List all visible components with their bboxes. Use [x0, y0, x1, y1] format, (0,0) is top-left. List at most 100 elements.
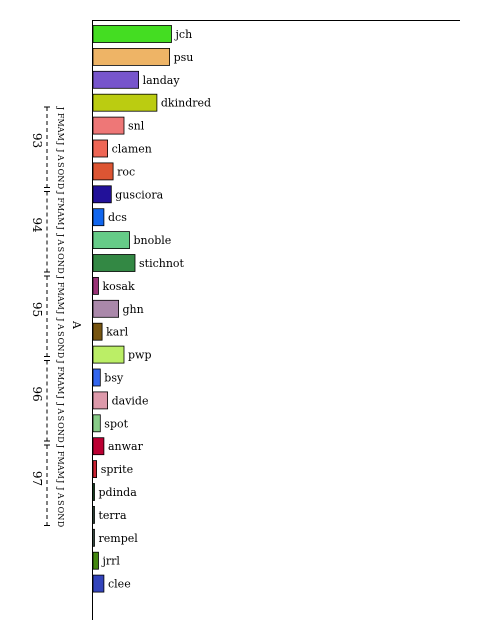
month-letter: F [56, 113, 65, 119]
month-letter: O [56, 507, 65, 514]
month-letter: O [56, 338, 65, 345]
bar-rempel [92, 528, 95, 547]
bar-label-bsy: bsy [104, 372, 124, 385]
month-letter: M [56, 217, 65, 225]
bar-stichnot [92, 254, 136, 272]
month-letter: M [56, 203, 65, 211]
time-axis: JFMAMJJASOND93JFMAMJJASOND94JFMAMJJASOND… [30, 106, 83, 527]
bar-label-rempel: rempel [99, 532, 139, 545]
month-letter: O [56, 169, 65, 176]
month-letter: A [56, 126, 65, 133]
month-letter: F [56, 366, 65, 372]
year-label-93: 93 [30, 133, 44, 148]
month-letter: J [56, 359, 65, 363]
month-letter: M [56, 471, 65, 479]
bar-label-anwar: anwar [108, 440, 144, 453]
bar-label-karl: karl [106, 326, 128, 339]
month-letter: M [56, 302, 65, 310]
bar-label-dcs: dcs [108, 211, 127, 224]
month-letter: M [56, 133, 65, 141]
month-letter: J [56, 310, 65, 314]
bar-gusciora [92, 185, 112, 204]
month-letter: F [56, 282, 65, 288]
bar-label-psu: psu [174, 51, 194, 64]
bars: jch psu landay dkindred snl clamen roc gusciora… [92, 25, 211, 593]
bar-label-snl: snl [128, 120, 145, 133]
bar-terra [92, 505, 95, 524]
bar-label-sprite: sprite [101, 463, 133, 476]
month-letter: S [56, 416, 65, 421]
bar-pdinda [92, 483, 95, 501]
month-letter: S [56, 162, 65, 167]
bar-bnoble [92, 231, 130, 250]
bar-spot [92, 414, 101, 433]
bar-label-clee: clee [108, 578, 131, 591]
bar-snl [92, 116, 125, 135]
bar-landay [92, 70, 139, 89]
month-letter: N [56, 175, 65, 182]
month-letter: N [56, 513, 65, 520]
bar-pwp [92, 345, 125, 364]
month-letter: F [56, 451, 65, 457]
year-label-95: 95 [30, 302, 44, 317]
month-letter: M [56, 456, 65, 464]
month-letter: M [56, 287, 65, 295]
bar-label-pwp: pwp [128, 349, 152, 362]
bar-roc [92, 162, 114, 181]
month-letter: A [56, 492, 65, 499]
month-letter: A [56, 407, 65, 414]
month-letter: A [56, 464, 65, 471]
month-letter: D [56, 436, 65, 442]
month-letter: J [56, 317, 65, 321]
month-letter: J [56, 148, 65, 152]
month-letter: M [56, 372, 65, 380]
month-letter: M [56, 118, 65, 126]
bar-label-terra: terra [99, 509, 127, 522]
month-letter: J [56, 141, 65, 145]
year-label-94: 94 [30, 217, 44, 233]
month-letter: D [56, 352, 65, 358]
bar-label-jch: jch [174, 28, 193, 41]
month-letter: N [56, 344, 65, 351]
month-letter: S [56, 247, 65, 252]
month-letter: J [56, 275, 65, 279]
month-letter: A [56, 295, 65, 302]
bar-kosak [92, 276, 99, 295]
bar-label-ghn: ghn [123, 303, 144, 316]
year-label-97: 97 [30, 471, 44, 486]
bar-label-dkindred: dkindred [161, 97, 211, 110]
bar-anwar [92, 437, 105, 456]
month-letter: A [56, 379, 65, 386]
month-letter: A [56, 154, 65, 161]
bar-psu [92, 48, 170, 66]
month-letter: S [56, 500, 65, 505]
bar-label-davide: davide [112, 394, 149, 407]
bar-dcs [92, 208, 105, 227]
bar-davide [92, 391, 109, 410]
bar-bsy [92, 368, 101, 387]
month-letter: J [56, 444, 65, 448]
bar-jrrl [92, 551, 99, 570]
bar-jch [92, 25, 172, 43]
month-letter: J [56, 190, 65, 194]
bar-label-spot: spot [104, 417, 128, 430]
month-letter: M [56, 386, 65, 394]
bar-label-pdinda: pdinda [99, 486, 138, 499]
bar-label-kosak: kosak [103, 280, 135, 293]
month-letter: S [56, 331, 65, 336]
month-letter: J [56, 233, 65, 237]
month-letter: J [56, 226, 65, 230]
month-letter: O [56, 422, 65, 429]
month-letter: A [56, 210, 65, 217]
bar-label-jrrl: jrrl [101, 555, 121, 568]
month-letter: J [56, 395, 65, 399]
month-letter: J [56, 106, 65, 110]
year-label-96: 96 [30, 386, 44, 401]
month-letter: A [56, 323, 65, 330]
axis-marker: A [70, 320, 83, 330]
bar-ghn [92, 299, 120, 318]
bar-clamen [92, 139, 109, 158]
month-letter: O [56, 253, 65, 260]
month-letter: N [56, 260, 65, 267]
month-letter: A [56, 238, 65, 245]
